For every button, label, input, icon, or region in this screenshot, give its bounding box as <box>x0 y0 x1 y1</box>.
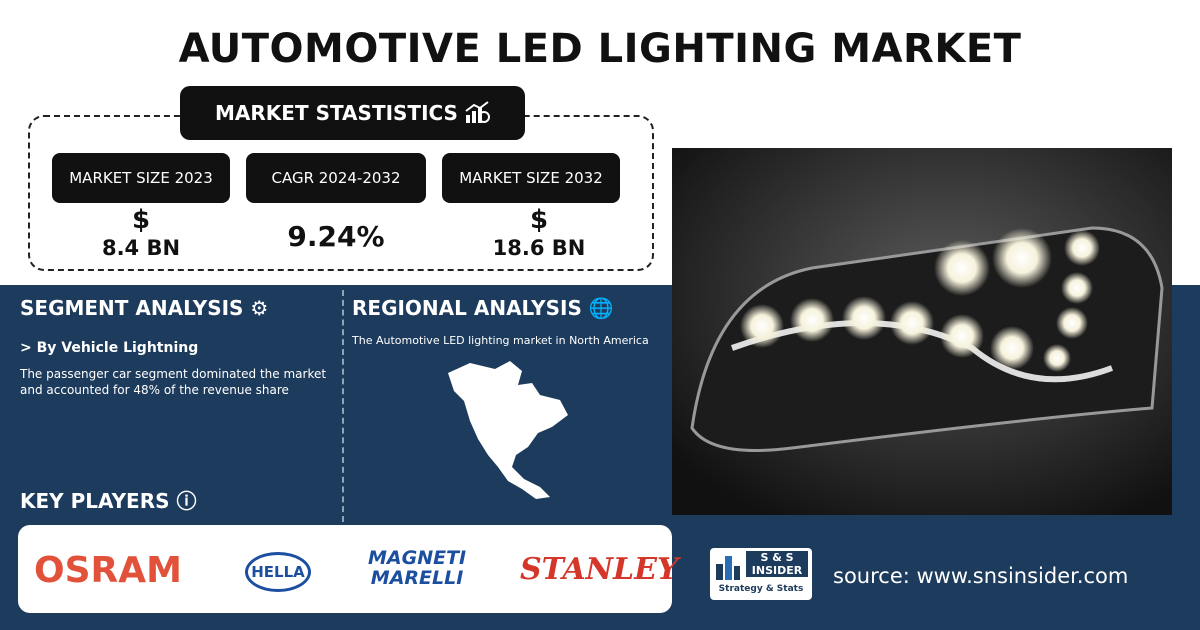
stat-value: 9.24% <box>287 220 385 253</box>
stat-value: 8.4 BN <box>101 236 181 260</box>
section-title: REGIONAL ANALYSIS 🌐 <box>352 296 614 320</box>
logo-panel <box>18 525 672 613</box>
logo-marelli: MAGNETI MARELLI <box>368 548 466 588</box>
sns-logo-text: S & S INSIDER <box>746 551 808 577</box>
section-title-text: SEGMENT ANALYSIS <box>20 296 244 320</box>
logo-osram: OSRAM <box>34 550 182 591</box>
section-title: SEGMENT ANALYSIS ⚙ <box>20 296 269 320</box>
logo-stanley: STANLEY <box>520 552 679 587</box>
section-title: KEY PLAYERS ⓘ <box>20 489 197 513</box>
logo-line: INSIDER <box>751 564 803 577</box>
logo-hella: HELLA <box>245 552 311 592</box>
logo-line: MARELLI <box>370 567 464 589</box>
sns-icon <box>716 556 740 580</box>
stats-title: MARKET STASTISTICS <box>180 86 525 140</box>
sns-tagline: Strategy & Stats <box>718 584 804 594</box>
stats-title-text: MARKET STASTISTICS <box>215 101 458 125</box>
north-america-map <box>448 361 568 499</box>
page-title: AUTOMOTIVE LED LIGHTING MARKET <box>178 26 1022 72</box>
section-title-text: REGIONAL ANALYSIS <box>352 296 582 320</box>
stat-value: 18.6 BN <box>492 236 586 260</box>
headlight-photo <box>672 148 1172 515</box>
stat-symbol: $ <box>529 205 549 235</box>
logo-line: S & S <box>760 551 794 564</box>
segment-subheading: > By Vehicle Lightning <box>20 340 199 356</box>
stat-label: CAGR 2024-2032 <box>246 153 426 203</box>
section-title-text: KEY PLAYERS <box>20 489 170 513</box>
stat-symbol: $ <box>131 205 151 235</box>
stat-label: MARKET SIZE 2023 <box>52 153 230 203</box>
divider <box>342 290 344 522</box>
stat-label: MARKET SIZE 2032 <box>442 153 620 203</box>
chart-icon <box>465 101 490 123</box>
source-text: source: www.snsinsider.com <box>833 564 1129 588</box>
segment-text: The passenger car segment dominated the … <box>20 367 327 397</box>
logo-line: MAGNETI <box>368 547 467 569</box>
sns-logo: S & S INSIDER Strategy & Stats <box>710 548 812 600</box>
regional-text: The Automotive LED lighting market in No… <box>352 334 649 347</box>
